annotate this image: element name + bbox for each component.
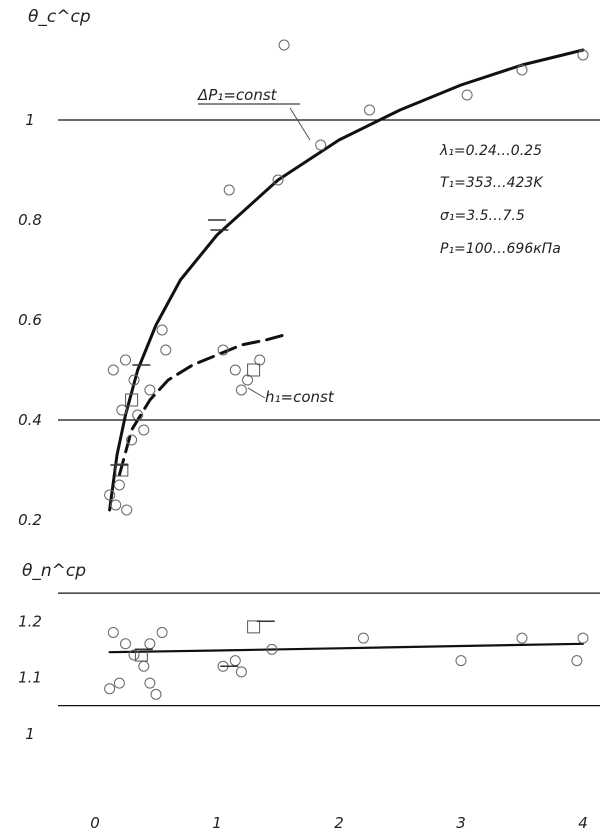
circle-marker	[315, 139, 327, 151]
x-tick-label: 0	[90, 814, 100, 832]
circle-marker	[160, 344, 172, 356]
square-marker	[247, 363, 261, 377]
circle-marker	[104, 683, 116, 695]
circle-marker	[120, 638, 131, 650]
circle-marker	[104, 489, 116, 501]
circle-marker	[144, 384, 156, 396]
circle-marker	[144, 638, 156, 650]
circle-marker	[235, 666, 247, 678]
circle-marker	[357, 632, 369, 644]
lower-panel: θ_n^ср 1 1.1 1.2 0 1 2 3 4	[18, 561, 600, 832]
circle-marker	[235, 384, 247, 396]
circle-marker	[113, 677, 125, 689]
circle-marker	[110, 499, 122, 511]
circle-marker	[229, 655, 241, 667]
y-tick-label: 1	[25, 111, 35, 129]
series-label-leader	[289, 107, 311, 141]
upper-panel: θ_c^ср 0.2 0.4 0.6 0.8 1 ΔP₁=const h₁=const λ₁=0…	[18, 7, 600, 529]
circle-marker	[113, 479, 125, 491]
x-tick-label: 1	[212, 814, 222, 832]
y-tick-label: 0.2	[18, 511, 42, 529]
circle-marker	[138, 660, 150, 672]
circle-marker	[229, 364, 241, 376]
circle-marker	[150, 688, 162, 700]
parameter-annotation: σ₁=3.5…7.5	[440, 208, 525, 224]
parameter-annotation: P₁=100…696кПа	[440, 241, 561, 257]
circle-marker	[571, 655, 583, 667]
y-tick-label: 1.2	[18, 612, 42, 630]
circle-marker	[156, 627, 168, 638]
circle-marker	[128, 649, 140, 661]
circle-marker	[455, 655, 467, 667]
circle-marker	[461, 89, 473, 101]
circle-marker	[223, 184, 235, 196]
circle-marker	[128, 374, 140, 386]
square-marker	[125, 393, 139, 407]
y-tick-label: 1.1	[18, 669, 42, 687]
parameter-annotation: λ₁=0.24…0.25	[439, 143, 542, 159]
parameter-annotation: T₁=353…423K	[440, 175, 544, 191]
y-tick-label: 0.4	[18, 411, 42, 429]
circle-marker	[138, 424, 150, 436]
circle-marker	[144, 677, 156, 689]
x-tick-label: 4	[578, 814, 588, 832]
circle-marker	[516, 64, 528, 76]
y-axis-label: θ_c^ср	[28, 7, 91, 27]
circle-marker	[272, 174, 284, 186]
circle-marker	[577, 49, 589, 61]
circle-marker	[516, 632, 528, 644]
y-tick-label: 0.8	[18, 211, 42, 229]
square-marker	[115, 463, 129, 477]
y-tick-label: 0.6	[18, 311, 42, 329]
series-curve	[108, 48, 585, 512]
series-curve	[108, 642, 585, 654]
x-tick-label: 3	[456, 814, 466, 832]
series-label-leader	[247, 387, 266, 399]
x-tick-label: 2	[334, 814, 344, 832]
circle-marker	[266, 643, 278, 655]
circle-marker	[121, 504, 133, 516]
circle-marker	[107, 364, 119, 376]
circle-marker	[126, 434, 138, 446]
circle-marker	[156, 324, 168, 336]
circle-marker	[107, 627, 119, 638]
circle-marker	[364, 104, 375, 116]
series-label-dp-const: ΔP₁=const	[197, 86, 278, 104]
y-axis-label: θ_n^ср	[22, 561, 86, 581]
series-label-h-const: h₁=const	[265, 388, 335, 406]
circle-marker	[577, 632, 589, 644]
circle-marker	[132, 409, 144, 421]
circle-marker	[116, 404, 128, 416]
y-tick-label: 1	[25, 725, 35, 743]
circle-marker	[278, 39, 290, 51]
circle-marker	[217, 344, 229, 356]
square-marker	[247, 620, 261, 634]
circle-marker	[120, 354, 131, 366]
